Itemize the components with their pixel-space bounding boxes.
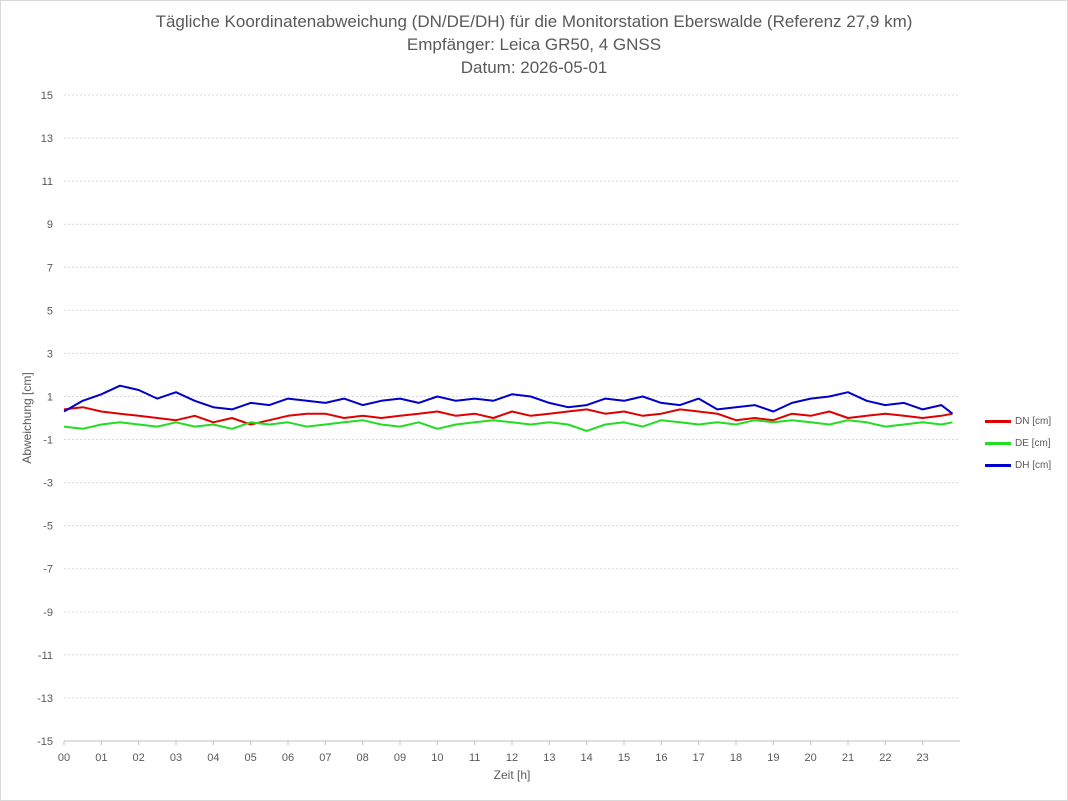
x-tick-label: 23 <box>917 752 929 764</box>
y-tick-labels: 15 13 11 9 7 5 3 1 -1 -3 -5 -7 -9 -11 -13 -15 <box>37 90 53 748</box>
y-tick-label: -3 <box>43 478 53 490</box>
y-axis-title: Abweichung [cm] <box>20 372 34 463</box>
x-tick-label: 19 <box>767 752 779 764</box>
x-tick-label: 21 <box>842 752 854 764</box>
y-tick-label: 7 <box>47 262 53 274</box>
x-tick-label: 17 <box>693 752 705 764</box>
y-tick-label: 1 <box>47 391 53 403</box>
series-lines <box>63 384 954 432</box>
y-tick-label: -7 <box>43 564 53 576</box>
x-tick-label: 07 <box>319 752 331 764</box>
y-tick-label: 5 <box>47 305 53 317</box>
series-line-dn <box>63 406 953 426</box>
chart-subtitle-receiver: Empfänger: Leica GR50, 4 GNSS <box>406 35 662 54</box>
x-tick-label: 03 <box>170 752 182 764</box>
x-tick-label: 15 <box>618 752 630 764</box>
y-tick-label: -5 <box>43 521 53 533</box>
x-tick-label: 00 <box>58 752 70 764</box>
x-tick-label: 11 <box>469 752 480 764</box>
gridlines <box>63 94 960 745</box>
legend-item-dn: DN [cm] <box>985 410 1065 432</box>
series-line-de <box>63 419 953 432</box>
legend-swatch <box>985 441 1011 445</box>
legend-label: DE [cm] <box>1015 437 1051 449</box>
y-tick-label: -11 <box>38 650 53 662</box>
y-tick-label: -9 <box>43 607 53 619</box>
x-tick-label: 01 <box>95 752 107 764</box>
y-tick-label: 15 <box>41 90 53 102</box>
y-tick-label: -13 <box>37 693 53 705</box>
legend-label: DH [cm] <box>1015 459 1052 471</box>
legend-swatch <box>985 463 1011 467</box>
legend: DN [cm] DE [cm] DH [cm] <box>985 410 1065 476</box>
x-tick-label: 20 <box>805 752 817 764</box>
x-tick-label: 22 <box>879 752 891 764</box>
x-tick-labels: 00 01 02 03 04 05 06 07 08 09 10 11 12 13 14 15 16 17 18 19… <box>58 752 929 764</box>
x-axis-title: Zeit [h] <box>494 768 531 782</box>
x-tick-label: 16 <box>655 752 667 764</box>
x-tick-label: 18 <box>730 752 742 764</box>
y-tick-label: 11 <box>42 176 53 188</box>
legend-label: DN [cm] <box>1015 415 1052 427</box>
x-tick-label: 02 <box>133 752 145 764</box>
y-tick-label: 9 <box>47 219 53 231</box>
x-tick-label: 10 <box>431 752 443 764</box>
legend-swatch <box>985 419 1011 423</box>
series-line-dh <box>63 384 954 415</box>
y-tick-label: 3 <box>47 348 53 360</box>
x-tick-label: 08 <box>357 752 369 764</box>
y-tick-label: -15 <box>37 736 53 748</box>
x-tick-label: 06 <box>282 752 294 764</box>
x-tick-label: 05 <box>245 752 257 764</box>
legend-item-dh: DH [cm] <box>985 454 1065 476</box>
y-tick-label: 13 <box>41 133 53 145</box>
x-tick-label: 13 <box>543 752 555 764</box>
x-tick-label: 14 <box>581 752 593 764</box>
x-tick-label: 12 <box>506 752 518 764</box>
chart-subtitle-date: Datum: 2026-05-01 <box>460 58 608 77</box>
x-tick-label: 04 <box>207 752 219 764</box>
y-tick-label: -1 <box>43 435 53 447</box>
x-tick-label: 09 <box>394 752 406 764</box>
chart-title: Tägliche Koordinatenabweichung (DN/DE/DH… <box>155 12 913 31</box>
legend-item-de: DE [cm] <box>985 432 1065 454</box>
